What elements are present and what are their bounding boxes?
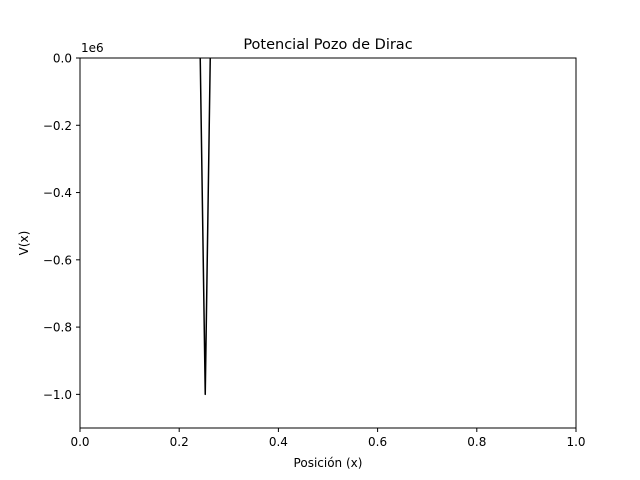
x-tick-label: 0.4 [269,435,288,449]
y-axis-offset-text: 1e6 [81,41,104,55]
x-tick-label: 1.0 [566,435,585,449]
y-tick-label: −1.0 [43,388,72,402]
x-tick-label: 0.6 [368,435,387,449]
y-tick-label: −0.6 [43,253,72,267]
x-tick-label: 0.2 [170,435,189,449]
y-tick-label: 0.0 [53,52,72,66]
y-tick-label: −0.4 [43,186,72,200]
y-tick-label: −0.8 [43,321,72,335]
x-tick-label: 0.8 [467,435,486,449]
y-axis-label: V(x) [17,231,31,256]
y-axis: 0.0 −0.2 −0.4 −0.6 −0.8 −1.0 [43,52,80,402]
x-tick-label: 0.0 [70,435,89,449]
y-tick-label: −0.2 [43,119,72,133]
plot-frame [79,57,577,429]
x-axis: 0.0 0.2 0.4 0.6 0.8 1.0 [70,428,586,449]
x-axis-label: Posición (x) [294,456,363,470]
chart-title: Potencial Pozo de Dirac [243,37,412,53]
